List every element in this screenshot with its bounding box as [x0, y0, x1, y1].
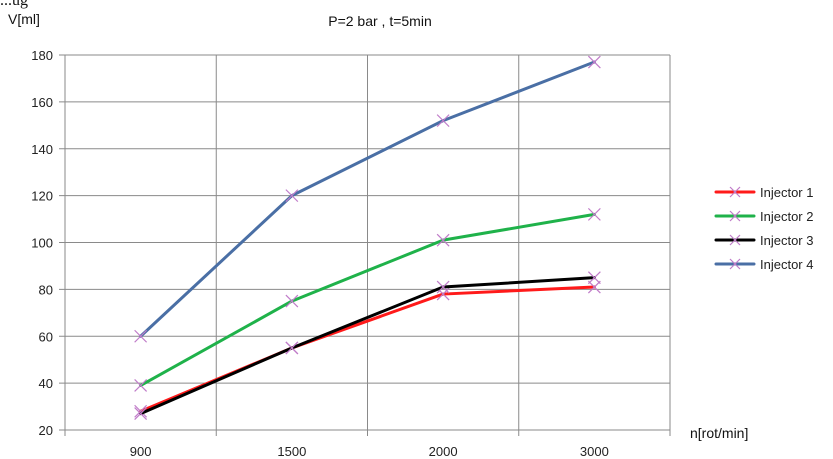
- series-1-point-4: [587, 280, 601, 294]
- legend-item-1: Injector 1: [714, 185, 813, 200]
- series-4-point-1: [134, 329, 148, 343]
- y-tick-label-40: 40: [39, 376, 53, 391]
- series-layer: [134, 55, 601, 421]
- series-1-point-4-stroke-b: [587, 280, 601, 294]
- series-line-3: [139, 276, 596, 416]
- series-4-point-3: [436, 114, 450, 128]
- legend-item-2: Injector 2: [714, 209, 813, 224]
- series-2-point-3-stroke-b: [436, 233, 450, 247]
- y-axis-label: V[ml]: [8, 11, 40, 27]
- series-2-point-3: [436, 233, 450, 247]
- y-tick-labels: 20 40 60 80 100 120 140 160 180: [31, 48, 53, 438]
- x-tick-label-1500: 1500: [277, 444, 306, 459]
- series-2: [134, 207, 601, 392]
- series-2-point-4: [587, 207, 601, 221]
- series-4-point-3-stroke-b: [436, 114, 450, 128]
- y-tick-label-20: 20: [39, 423, 53, 438]
- series-4-point-4: [587, 55, 601, 69]
- chart-title: P=2 bar , t=5min: [328, 13, 432, 29]
- x-axis-label: n[rot/min]: [690, 425, 748, 441]
- grid-layer: [65, 54, 671, 430]
- series-4-point-2-stroke-b: [285, 189, 299, 203]
- x-tick-label-900: 900: [130, 444, 152, 459]
- y-tick-label-80: 80: [39, 282, 53, 297]
- series-3-point-1: [134, 407, 148, 421]
- series-2-point-2: [285, 294, 299, 308]
- series-2-point-1-stroke-b: [134, 379, 148, 392]
- legend-label-4: Injector 4: [760, 257, 813, 272]
- legend-marker-1-b: [729, 186, 741, 198]
- legend: Injector 1 Injector 2 Injector 3 Injector 4: [714, 185, 813, 272]
- series-2-point-2-stroke-b: [285, 294, 299, 308]
- x-tick-label-2000: 2000: [429, 444, 458, 459]
- x-tick-labels: 900 1500 2000 3000: [130, 444, 609, 459]
- legend-label-1: Injector 1: [760, 185, 813, 200]
- series-2-point-4-stroke-b: [587, 207, 601, 221]
- legend-item-3: Injector 3: [714, 233, 813, 248]
- top-cut-text: ...ug: [0, 0, 28, 9]
- series-4-point-2: [285, 189, 299, 203]
- y-tick-label-60: 60: [39, 329, 53, 344]
- series-1-point-1-stroke-b: [134, 404, 148, 418]
- series-3-point-3: [436, 280, 450, 294]
- legend-item-4: Injector 4: [714, 257, 813, 272]
- y-tick-label-160: 160: [31, 95, 53, 110]
- series-4: [134, 55, 601, 343]
- legend-marker-4-b: [729, 258, 741, 270]
- series-3-point-4: [587, 271, 601, 285]
- series-3: [134, 271, 601, 421]
- series-line-2: [139, 212, 596, 387]
- series-line-4: [139, 60, 596, 338]
- series-3-point-2-stroke-b: [285, 341, 299, 355]
- legend-label-2: Injector 2: [760, 209, 813, 224]
- series-3-point-4-stroke-b: [587, 271, 601, 285]
- legend-marker-3-b: [729, 234, 741, 246]
- y-tick-label-140: 140: [31, 142, 53, 157]
- series-3-point-3-stroke-b: [436, 280, 450, 294]
- series-3-point-1-stroke-b: [134, 407, 148, 421]
- x-tick-label-3000: 3000: [580, 444, 609, 459]
- series-3-point-2: [285, 341, 299, 355]
- y-tick-label-100: 100: [31, 236, 53, 251]
- legend-marker-2-b: [729, 210, 741, 222]
- series-4-point-4-stroke-b: [587, 55, 601, 69]
- series-4-point-1-stroke-b: [134, 329, 148, 343]
- series-1-point-3-stroke-b: [436, 287, 450, 301]
- series-1-point-1: [134, 404, 148, 418]
- legend-label-3: Injector 3: [760, 233, 813, 248]
- axes-layer: [59, 54, 671, 436]
- y-tick-label-180: 180: [31, 48, 53, 63]
- y-tick-label-120: 120: [31, 189, 53, 204]
- series-2-point-1: [134, 379, 148, 392]
